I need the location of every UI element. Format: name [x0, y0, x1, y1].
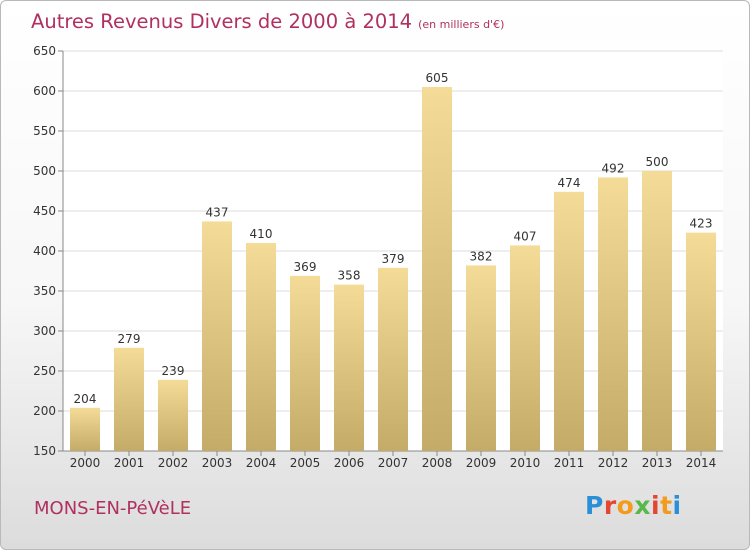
bar	[290, 275, 320, 451]
bar	[686, 232, 716, 451]
bar	[642, 171, 672, 451]
bar	[510, 245, 540, 451]
bar-value-label: 239	[162, 364, 185, 378]
logo-letter: i	[672, 491, 682, 520]
y-tick-label: 400	[33, 244, 56, 258]
x-tick-label: 2003	[202, 456, 233, 470]
bar-value-label: 279	[118, 332, 141, 346]
bar	[202, 221, 232, 451]
bar-value-label: 369	[294, 260, 317, 274]
bar	[598, 177, 628, 451]
y-tick-label: 500	[33, 164, 56, 178]
chart-subtitle: (en milliers d'€)	[418, 18, 505, 31]
x-tick-label: 2007	[378, 456, 409, 470]
bar	[422, 87, 452, 451]
bar	[378, 267, 408, 451]
bar-value-label: 382	[470, 249, 493, 263]
chart-title: Autres Revenus Divers de 2000 à 2014 (en …	[31, 10, 504, 33]
y-tick-label: 600	[33, 84, 56, 98]
x-tick-label: 2011	[554, 456, 585, 470]
chart-title-text: Autres Revenus Divers de 2000 à 2014	[31, 10, 413, 33]
x-tick-label: 2008	[422, 456, 453, 470]
logo-letter: x	[634, 491, 651, 520]
y-tick-label: 650	[33, 44, 56, 58]
x-tick-label: 2010	[510, 456, 541, 470]
bar-value-label: 410	[250, 227, 273, 241]
bar-value-label: 474	[558, 176, 581, 190]
x-tick-label: 2014	[686, 456, 717, 470]
bar-value-label: 492	[602, 161, 625, 175]
x-tick-label: 2013	[642, 456, 673, 470]
bar-value-label: 358	[338, 269, 361, 283]
bar	[334, 284, 364, 451]
logo-letter: P	[585, 491, 604, 520]
x-tick-label: 2000	[70, 456, 101, 470]
bar-value-label: 407	[514, 229, 537, 243]
y-tick-label: 300	[33, 324, 56, 338]
x-tick-label: 2001	[114, 456, 145, 470]
bar-value-label: 437	[206, 205, 229, 219]
y-tick-label: 450	[33, 204, 56, 218]
y-tick-label: 550	[33, 124, 56, 138]
bar	[554, 191, 584, 452]
logo-letter: t	[660, 491, 673, 520]
logo-letter: i	[651, 491, 661, 520]
x-tick-label: 2006	[334, 456, 365, 470]
bar	[158, 379, 188, 451]
x-tick-label: 2004	[246, 456, 277, 470]
x-tick-label: 2002	[158, 456, 189, 470]
bar	[466, 265, 496, 451]
proxiti-logo: Proxiti	[585, 491, 682, 520]
commune-name: MONS-EN-PéVèLE	[34, 498, 192, 519]
bar-value-label: 423	[690, 217, 713, 231]
x-tick-label: 2012	[598, 456, 629, 470]
bar-value-label: 204	[74, 392, 97, 406]
y-tick-label: 250	[33, 364, 56, 378]
y-tick-label: 150	[33, 444, 56, 458]
logo-letter: o	[616, 491, 635, 520]
bar-value-label: 379	[382, 252, 405, 266]
bar	[114, 347, 144, 451]
y-tick-label: 200	[33, 404, 56, 418]
logo-letter: r	[603, 491, 617, 520]
bar-value-label: 605	[426, 71, 449, 85]
bar	[246, 243, 276, 451]
x-tick-label: 2005	[290, 456, 321, 470]
y-tick-label: 350	[33, 284, 56, 298]
x-tick-label: 2009	[466, 456, 497, 470]
bar-value-label: 500	[646, 155, 669, 169]
bar	[70, 407, 100, 451]
